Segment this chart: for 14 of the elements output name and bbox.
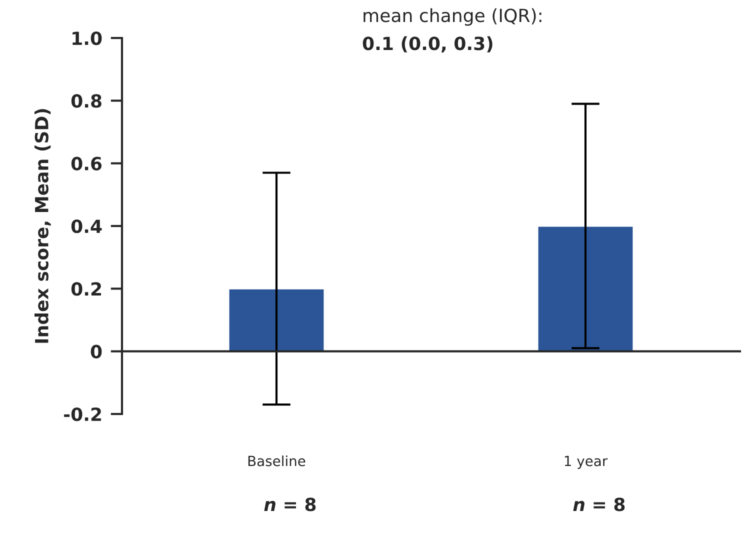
y-tick-label: 0.6 [71, 156, 102, 170]
text: n = 8 [264, 498, 316, 512]
annotation: 0.1 (0.0, 0.3) [362, 36, 492, 53]
y-axis-title: Index score, Mean (SD) [34, 109, 51, 343]
y-tick-label: 0.8 [71, 94, 102, 108]
text: n = 8 [573, 498, 625, 512]
x-tick-label: 1 year [564, 456, 608, 469]
y-tick-label: 0.2 [71, 282, 101, 296]
y-tick-label: 0.4 [71, 219, 102, 234]
y-tick-label: 0 [90, 344, 102, 358]
x-tick-label: Baseline [248, 456, 306, 466]
y-tick-label: 1.0 [72, 31, 102, 46]
y-tick-label: -0.2 [64, 407, 101, 422]
text: mean change (IQR): [364, 8, 542, 26]
